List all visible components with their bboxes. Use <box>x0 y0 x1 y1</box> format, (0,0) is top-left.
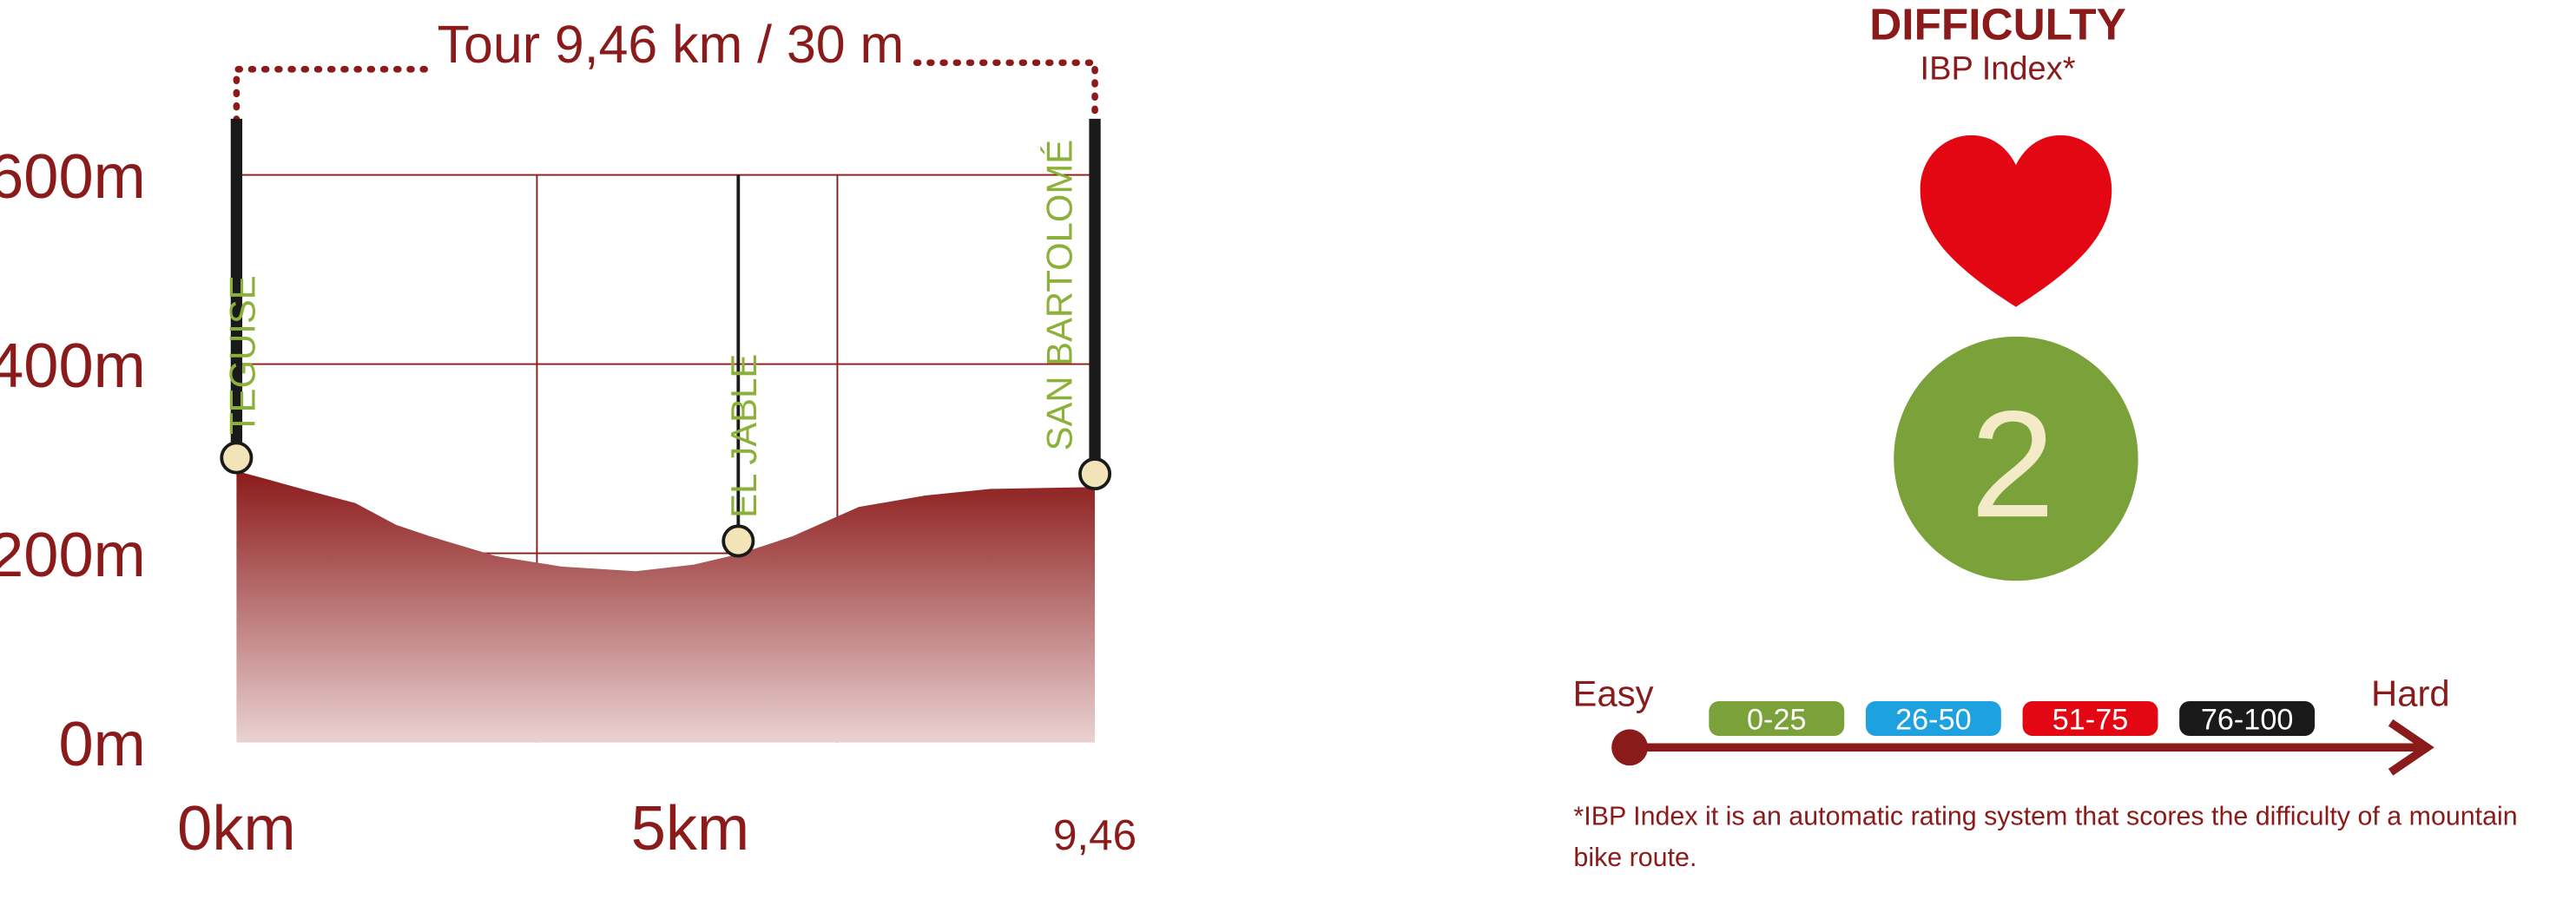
range-label: 51-75 <box>2052 703 2129 736</box>
footnote-line: bike route. <box>1573 843 1696 872</box>
range-pills: 0-25 26-50 51-75 76-100 <box>1709 701 2316 736</box>
place-marker <box>220 441 254 475</box>
x-tick-label: 9,46 <box>1053 811 1136 859</box>
level-number: 2 <box>1971 380 2055 549</box>
place-label: TEGUISE <box>221 275 262 435</box>
range-pill <box>1865 701 2001 736</box>
x-tick-label: 0km <box>177 794 295 863</box>
x-tick-label: 5km <box>631 794 749 863</box>
area <box>236 470 1096 743</box>
title-bracket <box>233 59 1098 124</box>
chart-title: Tour 9,46 km / 30 m <box>438 15 905 74</box>
heart-icon <box>1920 135 2112 307</box>
level-badge <box>1894 336 2138 581</box>
scale-easy: Easy <box>1573 673 1654 714</box>
y-tick-label: 0m <box>58 710 145 779</box>
place-marker <box>1078 457 1112 491</box>
y-tick-label: 400m <box>0 331 146 401</box>
range-label: 76-100 <box>2201 703 2294 736</box>
scale-arrow <box>2388 719 2434 776</box>
difficulty-title: DIFFICULTY <box>1869 0 2126 49</box>
range-label: 26-50 <box>1895 703 1972 736</box>
range-pill <box>2179 701 2316 736</box>
range-pill <box>1709 701 1845 736</box>
place-label: SAN BARTOLOMÉ <box>1038 140 1079 451</box>
footnote-line: *IBP Index it is an automatic rating sys… <box>1573 802 2517 831</box>
difficulty-subtitle: IBP Index* <box>1920 50 2076 87</box>
place-label: EL JABLE <box>723 354 764 518</box>
y-tick-label: 600m <box>0 142 146 212</box>
range-label: 0-25 <box>1747 703 1807 736</box>
scale-start <box>1611 729 1648 766</box>
scale-hard: Hard <box>2371 673 2450 714</box>
place-marker <box>721 524 755 558</box>
range-pill <box>2022 701 2158 736</box>
y-tick-label: 200m <box>0 521 146 590</box>
